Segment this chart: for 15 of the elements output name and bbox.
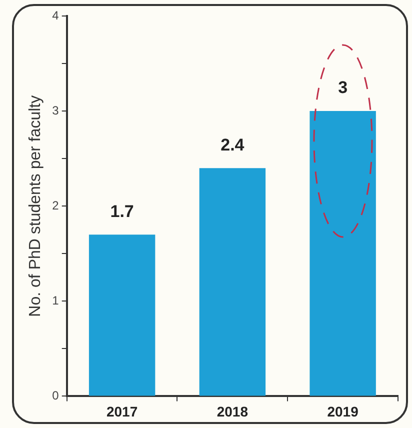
bar [199, 168, 266, 396]
data-label: 1.7 [110, 202, 134, 221]
bar [310, 111, 376, 396]
x-tick-label: 2017 [106, 403, 138, 420]
y-tick-label: 1 [52, 293, 60, 308]
bar [88, 234, 156, 396]
y-tick-label: 3 [52, 103, 60, 118]
y-tick-label: 4 [52, 8, 60, 22]
x-tick-label: 2019 [327, 403, 359, 420]
data-label: 3 [338, 78, 348, 98]
y-axis-title: No. of PhD students per faculty [27, 95, 44, 317]
data-label: 2.4 [220, 135, 245, 154]
x-tick-label: 2018 [216, 403, 248, 420]
y-tick-label: 0 [52, 388, 60, 403]
y-tick-label: 2 [52, 198, 60, 212]
